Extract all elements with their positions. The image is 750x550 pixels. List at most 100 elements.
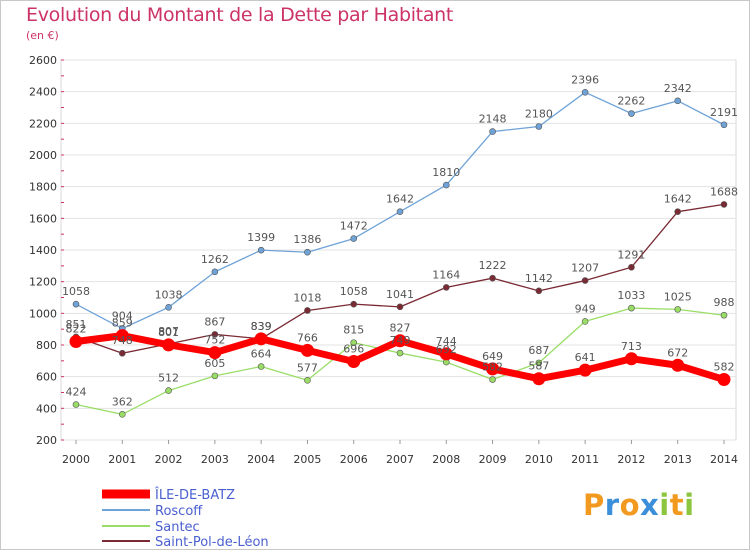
x-tick-label: 2003 <box>201 453 229 466</box>
data-label: 2396 <box>571 73 599 86</box>
y-tick-label: 600 <box>36 371 57 384</box>
data-point <box>578 363 592 377</box>
data-point <box>442 181 450 189</box>
data-label: 1399 <box>247 231 275 244</box>
data-label: 988 <box>714 296 735 309</box>
logo-letter: o <box>619 488 641 522</box>
data-point <box>439 347 453 361</box>
data-point <box>720 201 728 208</box>
x-tick-label: 2005 <box>293 453 321 466</box>
data-label: 1038 <box>155 288 183 301</box>
data-point <box>165 304 172 311</box>
data-point <box>257 363 265 370</box>
data-label: 605 <box>204 357 225 370</box>
data-point <box>350 339 358 346</box>
data-label: 2342 <box>664 82 692 95</box>
y-tick-label: 400 <box>36 402 57 415</box>
data-point <box>165 387 172 394</box>
x-tick-label: 2004 <box>247 453 275 466</box>
data-label: 587 <box>528 360 549 373</box>
y-tick-label: 200 <box>36 434 57 447</box>
data-label: 1041 <box>386 288 414 301</box>
data-point <box>581 318 589 325</box>
data-label: 752 <box>204 334 225 347</box>
data-point <box>674 306 682 313</box>
data-label: 1058 <box>340 285 368 298</box>
data-point <box>535 359 543 367</box>
y-tick-label: 1600 <box>29 212 57 225</box>
data-label: 672 <box>667 346 688 359</box>
data-point <box>304 307 311 314</box>
x-tick-label: 2014 <box>710 453 738 466</box>
data-point <box>489 128 496 135</box>
data-label: 839 <box>251 320 272 333</box>
data-point <box>347 354 361 368</box>
data-point <box>162 338 176 352</box>
x-tick-label: 2007 <box>386 453 414 466</box>
data-point <box>211 372 219 380</box>
data-label: 1025 <box>664 290 692 303</box>
legend-label: ÎLE-DE-BATZ <box>154 487 235 503</box>
data-label: 1291 <box>617 248 645 261</box>
data-label: 744 <box>436 335 457 348</box>
data-label: 867 <box>204 315 225 328</box>
x-tick-label: 2009 <box>479 453 507 466</box>
data-label: 1033 <box>617 289 645 302</box>
data-point <box>674 208 682 215</box>
data-point <box>300 343 314 357</box>
data-point <box>720 311 728 319</box>
data-label: 2180 <box>525 108 553 121</box>
data-label: 2148 <box>479 113 507 126</box>
data-label: 649 <box>482 350 503 363</box>
data-label: 512 <box>158 372 179 385</box>
data-label: 1688 <box>710 185 738 198</box>
data-point <box>717 373 731 387</box>
chart-title: Evolution du Montant de la Dette par Hab… <box>26 4 454 26</box>
data-point <box>720 121 728 129</box>
data-point <box>442 284 450 291</box>
x-tick-label: 2013 <box>664 453 692 466</box>
data-point <box>489 376 496 383</box>
data-label: 664 <box>251 348 272 361</box>
data-label: 749 <box>390 334 411 347</box>
data-label: 1642 <box>386 193 414 206</box>
data-point <box>393 334 407 348</box>
data-label: 822 <box>66 323 87 336</box>
data-label: 696 <box>343 342 364 355</box>
x-tick-label: 2002 <box>155 453 183 466</box>
data-point <box>211 331 219 338</box>
data-label: 851 <box>66 318 87 331</box>
data-point <box>396 303 404 311</box>
proxiti-logo: Proxiti <box>583 488 695 522</box>
x-tick-label: 2008 <box>432 453 460 466</box>
data-label: 1262 <box>201 253 229 266</box>
data-label: 687 <box>528 344 549 357</box>
data-label: 748 <box>112 334 133 347</box>
y-tick-label: 2000 <box>29 149 57 162</box>
legend-label: Santec <box>155 520 200 535</box>
x-tick-label: 2000 <box>62 453 90 466</box>
data-point <box>628 110 635 117</box>
data-label: 577 <box>297 361 318 374</box>
data-point <box>489 274 496 282</box>
data-point <box>674 97 682 105</box>
data-label: 641 <box>575 351 596 364</box>
data-point <box>257 246 265 254</box>
data-point <box>304 377 311 384</box>
data-label: 827 <box>390 322 411 335</box>
y-tick-label: 1800 <box>29 181 57 194</box>
logo-letter: t <box>669 488 685 522</box>
data-point <box>72 300 80 308</box>
logo-letter: P <box>583 488 605 522</box>
logo-letter: i <box>684 488 695 522</box>
data-point <box>72 401 80 408</box>
data-point <box>350 235 358 242</box>
data-label: 949 <box>575 302 596 315</box>
data-point <box>396 349 404 357</box>
data-point <box>115 329 129 343</box>
data-point <box>535 287 543 295</box>
data-point <box>486 362 500 376</box>
data-point <box>671 358 685 372</box>
data-label: 1810 <box>432 166 460 179</box>
